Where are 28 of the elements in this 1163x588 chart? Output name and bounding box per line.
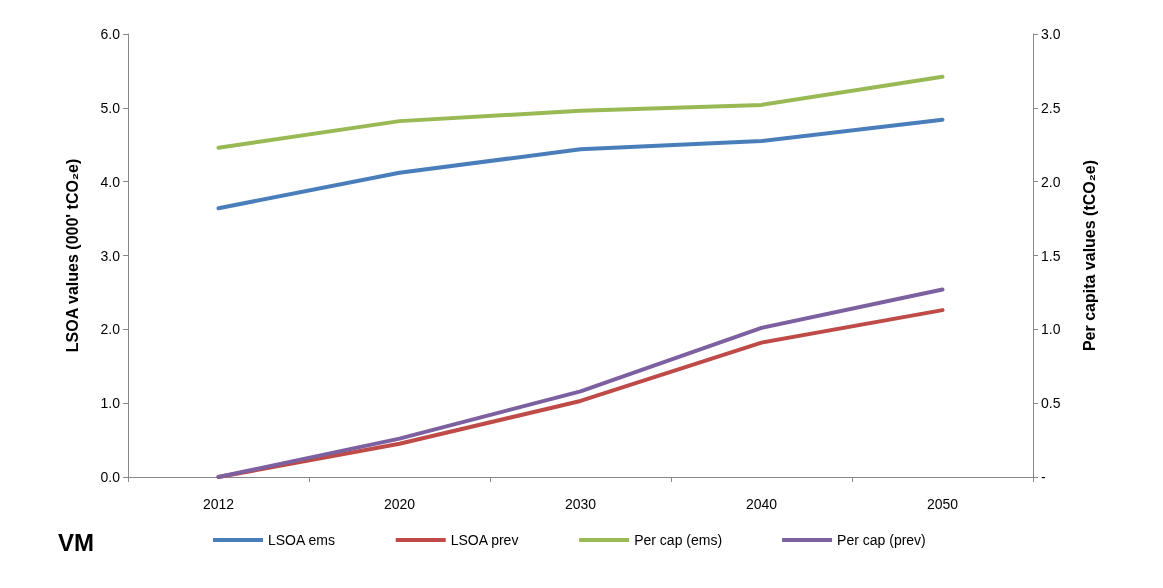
y-tick-label: 3.0 — [100, 247, 121, 264]
x-tick-label: 2012 — [202, 496, 235, 512]
x-tick-label: 2040 — [745, 496, 778, 512]
y-tick-label: 1.0 — [100, 395, 121, 412]
y-tick-label: 0.0 — [100, 469, 121, 485]
y2-axis-title: Per capita values (tCO₂e) — [1080, 159, 1098, 352]
legend-label: Per cap (ems) — [634, 532, 723, 548]
legend-label: LSOA prev — [450, 532, 519, 548]
y2-tick-label: 2.5 — [1041, 99, 1061, 116]
x-tick-label: 2030 — [564, 496, 597, 512]
x-tick-label: 2020 — [383, 496, 416, 512]
y-tick-label: 4.0 — [100, 173, 121, 190]
y-tick-label: 2.0 — [100, 321, 121, 338]
y2-tick-label: 0.5 — [1041, 395, 1061, 412]
x-tick-label: 2050 — [926, 496, 959, 512]
y2-tick-label: 1.5 — [1041, 247, 1061, 264]
legend-label: Per cap (prev) — [837, 532, 926, 548]
text: VM — [58, 528, 94, 556]
y2-tick-label: - — [1041, 469, 1046, 485]
legend-label: LSOA ems — [268, 532, 335, 548]
y2-tick-label: 2.0 — [1041, 173, 1061, 190]
y-tick-label: 6.0 — [100, 26, 121, 42]
line-series — [216, 74, 945, 150]
line-series — [216, 117, 945, 211]
y2-tick-label: 3.0 — [1041, 26, 1061, 42]
y-tick-label: 5.0 — [100, 99, 121, 116]
y-axis-title: LSOA values (000' tCO₂e) — [63, 158, 81, 353]
y2-tick-label: 1.0 — [1041, 321, 1061, 338]
